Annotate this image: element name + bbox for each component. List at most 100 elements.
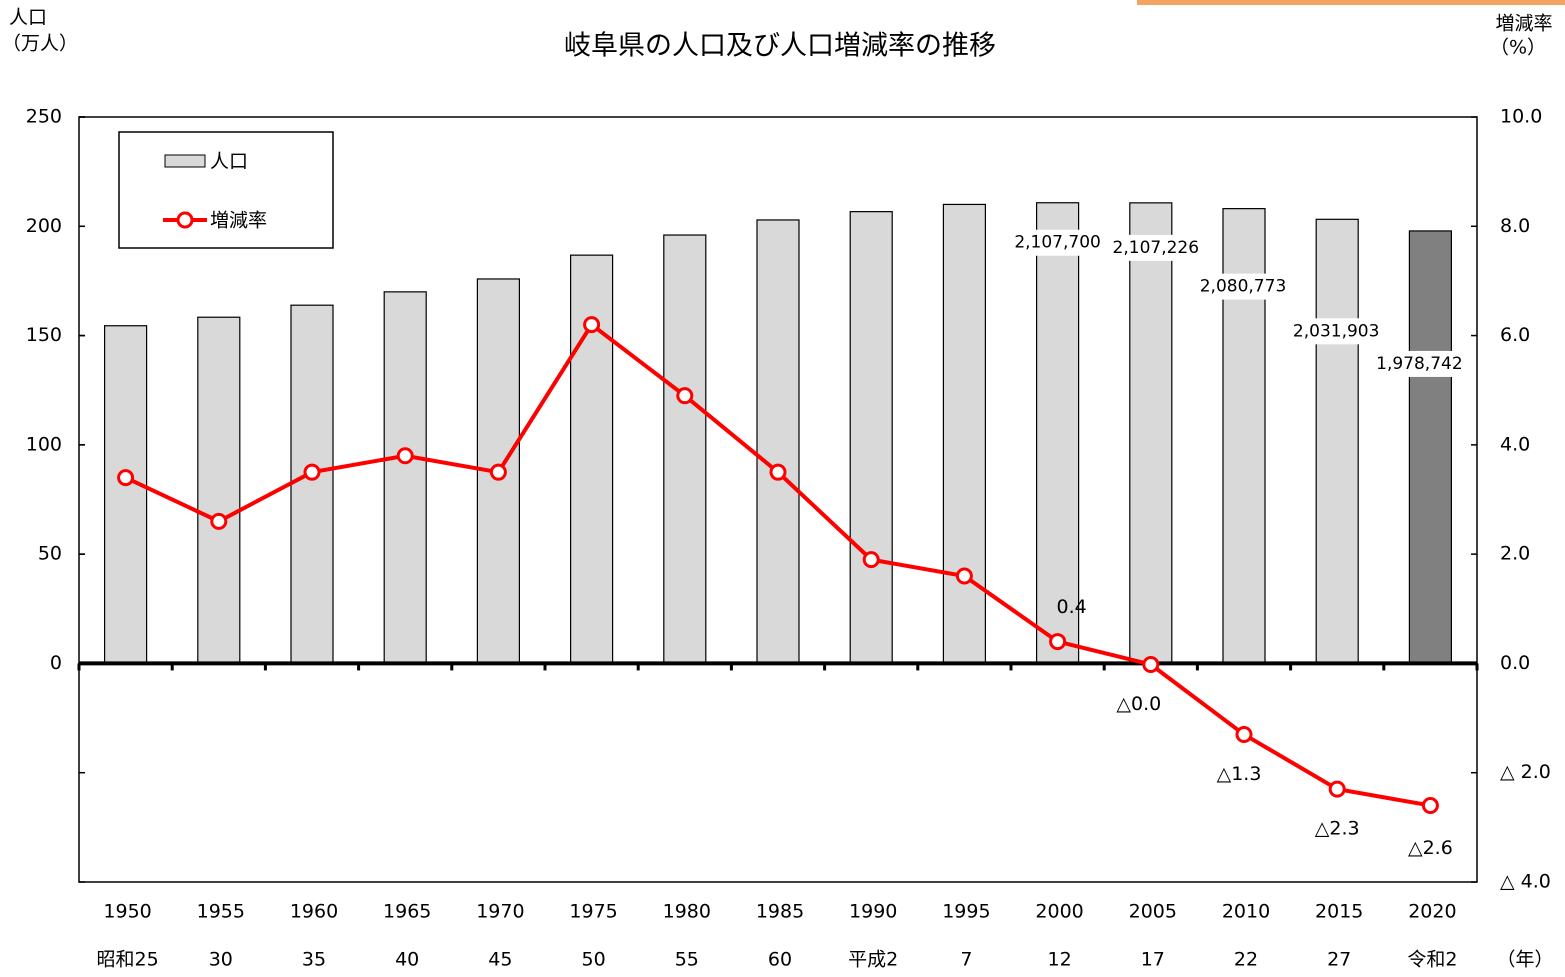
bar — [1129, 202, 1173, 665]
plot-frame — [78, 116, 1478, 883]
y2-tick-label: 2.0 — [1500, 543, 1530, 565]
rate-marker — [1235, 725, 1253, 743]
rate-marker — [769, 463, 787, 481]
y-label: （万人） — [2, 33, 78, 55]
label-bg — [1009, 229, 1106, 256]
x-tick-label: 1960 — [290, 901, 338, 923]
data-label: △2.3 — [1315, 818, 1360, 840]
x-tick-label: 1980 — [663, 901, 711, 923]
data-label: 2,031,903 — [1293, 321, 1380, 341]
y-tick-label: 150 — [26, 324, 62, 346]
x-unit: （年） — [1496, 949, 1553, 971]
x-tick-label: 1970 — [476, 901, 524, 923]
x-tick-label: 2000 — [1035, 901, 1083, 923]
data-label: 1,978,742 — [1376, 354, 1463, 374]
data-label: 2,107,700 — [1014, 233, 1101, 253]
x-tick-label: 1990 — [849, 901, 897, 923]
label-bg — [1288, 318, 1385, 345]
x-era-label: 45 — [488, 949, 512, 971]
rate-marker — [862, 551, 880, 569]
y-tick-label: 200 — [26, 215, 62, 237]
data-label: △0.0 — [1116, 693, 1161, 715]
rate-marker — [1049, 633, 1067, 651]
x-tick-label: 1965 — [383, 901, 431, 923]
rate-marker — [676, 387, 694, 405]
rate-marker — [583, 316, 601, 334]
x-tick-label: 2005 — [1129, 901, 1177, 923]
bar — [383, 291, 427, 665]
rate-marker — [117, 469, 135, 487]
y-tick-label: 50 — [38, 543, 62, 565]
x-era-label: 27 — [1327, 949, 1351, 971]
x-era-label: 7 — [960, 949, 972, 971]
decoration — [1137, 0, 1565, 5]
x-tick-label: 2020 — [1408, 901, 1456, 923]
y2-tick-label: 0.0 — [1500, 652, 1530, 674]
rate-marker — [955, 567, 973, 585]
x-era-label: 35 — [302, 949, 326, 971]
bar — [1035, 202, 1080, 665]
bar — [849, 211, 893, 665]
x-era-label: 60 — [768, 949, 792, 971]
y2-tick-label: 8.0 — [1500, 215, 1530, 237]
x-era-label: 17 — [1141, 949, 1165, 971]
y2-label: （%） — [1490, 37, 1546, 59]
data-label: 0.4 — [1056, 596, 1086, 618]
bar — [663, 234, 707, 665]
bar — [569, 254, 614, 665]
x-tick-label: 1950 — [103, 901, 151, 923]
y-label: 人口 — [9, 7, 47, 29]
rate-marker — [1142, 656, 1160, 674]
x-era-label: 令和2 — [1407, 949, 1457, 971]
bar — [197, 316, 241, 665]
data-label: △1.3 — [1217, 763, 1262, 785]
x-era-label: 40 — [395, 949, 419, 971]
x-tick-label: 1995 — [942, 901, 990, 923]
y2-tick-label: △ 2.0 — [1500, 761, 1551, 783]
y-tick-label: 250 — [26, 106, 62, 128]
rate-marker — [210, 512, 228, 530]
rate-marker — [1421, 797, 1439, 814]
bar — [942, 203, 987, 665]
data-label: △2.6 — [1408, 837, 1453, 859]
x-era-label: 昭和25 — [97, 949, 159, 971]
bar — [103, 325, 148, 665]
legend-swatch — [176, 211, 194, 229]
rate-marker — [303, 463, 321, 481]
legend-label: 増減率 — [210, 210, 267, 232]
x-era-label: 30 — [209, 949, 233, 971]
x-era-label: 平成2 — [848, 949, 898, 971]
x-tick-label: 2010 — [1222, 901, 1270, 923]
label-bg — [1107, 234, 1204, 261]
label-bg — [1371, 350, 1468, 377]
bar — [756, 219, 800, 665]
x-tick-label: 1955 — [197, 901, 245, 923]
rate-marker — [489, 463, 507, 481]
x-era-label: 50 — [582, 949, 606, 971]
x-era-label: 12 — [1048, 949, 1072, 971]
y-tick-label: 100 — [26, 433, 62, 455]
legend-swatch — [164, 154, 206, 168]
y2-label: 増減率 — [1495, 13, 1552, 35]
data-label: 2,107,226 — [1113, 238, 1200, 258]
x-tick-label: 1975 — [569, 901, 617, 923]
bar — [290, 304, 334, 665]
legend — [118, 131, 334, 249]
rate-marker — [396, 447, 414, 465]
x-era-label: 22 — [1234, 949, 1258, 971]
legend-label: 人口 — [210, 151, 248, 173]
chart-title: 岐阜県の人口及び人口増減率の推移 — [564, 31, 996, 62]
y-tick-label: 0 — [50, 652, 62, 674]
data-label: 2,080,773 — [1200, 277, 1287, 297]
bar — [1408, 230, 1453, 665]
y2-tick-label: 10.0 — [1500, 106, 1542, 128]
y2-tick-label: △ 4.0 — [1500, 871, 1551, 893]
y2-tick-label: 4.0 — [1500, 433, 1530, 455]
label-bg — [1195, 273, 1291, 300]
bar — [1315, 218, 1359, 665]
x-era-label: 55 — [675, 949, 699, 971]
y2-tick-label: 6.0 — [1500, 324, 1530, 346]
x-tick-label: 1985 — [756, 901, 804, 923]
rate-marker — [1328, 780, 1346, 798]
